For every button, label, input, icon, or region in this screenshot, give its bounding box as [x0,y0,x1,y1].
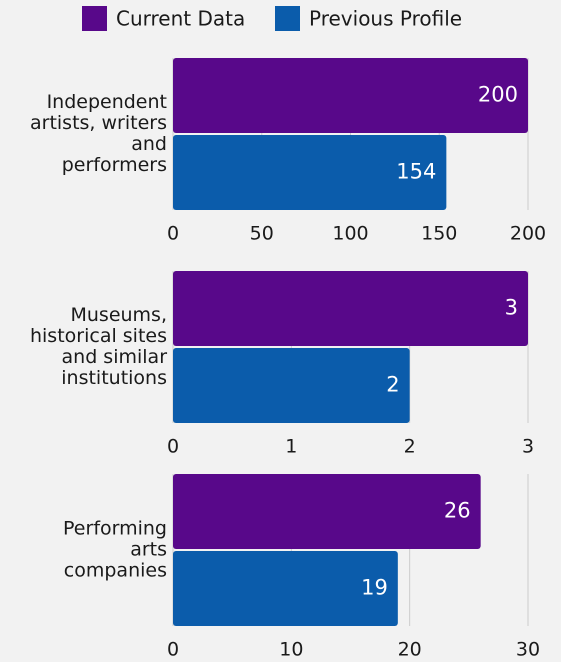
category-label: Performing arts companies [63,517,167,582]
category-label: Museums, historical sites and similar in… [29,304,167,389]
x-tick-label: 0 [167,639,179,661]
value-label: 3 [505,296,518,320]
value-label: 200 [478,83,518,107]
x-tick-label: 0 [167,436,179,458]
legend-swatch [82,6,107,31]
x-tick-label: 50 [250,223,274,245]
value-label: 26 [444,499,471,523]
category-label: Independent artists, writers and perform… [30,91,167,176]
value-label: 19 [361,576,388,600]
x-tick-label: 150 [421,223,457,245]
x-tick-label: 30 [516,639,540,661]
x-tick-label: 10 [279,639,303,661]
x-tick-label: 0 [167,223,179,245]
legend-swatch [275,6,300,31]
x-tick-label: 200 [510,223,546,245]
x-tick-label: 20 [398,639,422,661]
x-tick-label: 2 [404,436,416,458]
value-label: 2 [386,373,399,397]
bar [173,348,410,423]
bar [173,271,528,346]
x-tick-label: 100 [332,223,368,245]
value-label: 154 [396,160,436,184]
bar [173,135,447,210]
bar [173,551,398,626]
legend-label: Previous Profile [309,7,462,31]
x-tick-label: 3 [522,436,534,458]
bar [173,58,528,133]
legend-label: Current Data [116,7,245,31]
bar [173,474,481,549]
x-tick-label: 1 [285,436,297,458]
